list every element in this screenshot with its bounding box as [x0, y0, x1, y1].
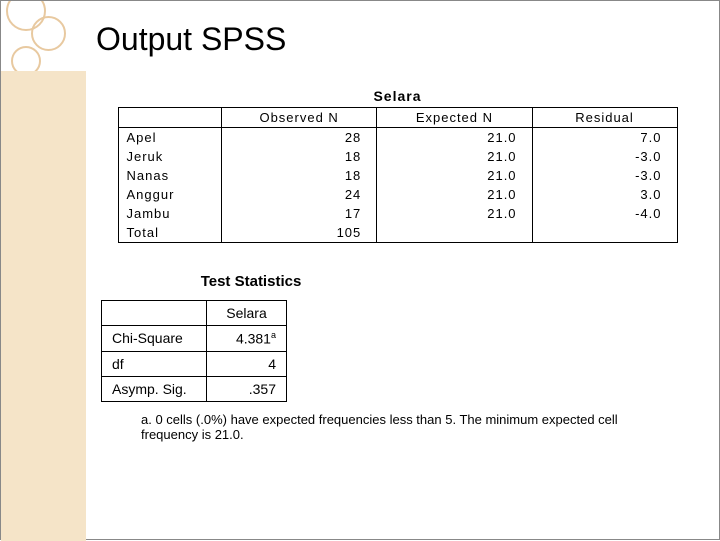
freq-cell: -3.0 [532, 166, 677, 185]
freq-col-header: Residual [532, 108, 677, 128]
test-cell: .357 [207, 376, 287, 401]
freq-row-label: Jeruk [118, 147, 222, 166]
freq-col-header: Expected N [377, 108, 532, 128]
test-col-header: Selara [207, 301, 287, 326]
freq-cell: 28 [222, 128, 377, 148]
freq-cell [532, 223, 677, 243]
test-row-label: df [102, 351, 207, 376]
freq-row-label: Total [118, 223, 222, 243]
freq-row-label: Nanas [118, 166, 222, 185]
test-row-label: Asymp. Sig. [102, 376, 207, 401]
test-corner [102, 301, 207, 326]
freq-col-header [118, 108, 222, 128]
decor-stripe [1, 71, 86, 541]
test-table-title: Test Statistics [101, 273, 401, 290]
freq-row-label: Apel [118, 128, 222, 148]
test-cell: 4 [207, 351, 287, 376]
freq-row-label: Anggur [118, 185, 222, 204]
slide-decoration [1, 1, 101, 541]
freq-cell [377, 223, 532, 243]
freq-cell: 21.0 [377, 204, 532, 223]
test-row-label: Chi-Square [102, 326, 207, 352]
freq-cell: 17 [222, 204, 377, 223]
page-title: Output SPSS [96, 21, 699, 58]
freq-cell: 18 [222, 166, 377, 185]
freq-cell: 21.0 [377, 166, 532, 185]
freq-cell: 24 [222, 185, 377, 204]
freq-cell: 3.0 [532, 185, 677, 204]
freq-cell: 18 [222, 147, 377, 166]
freq-cell: 21.0 [377, 128, 532, 148]
freq-table-title: Selara [96, 88, 699, 104]
test-cell: 4.381a [207, 326, 287, 352]
freq-cell: 21.0 [377, 185, 532, 204]
freq-cell: 105 [222, 223, 377, 243]
test-statistics-table: Selara Chi-Square 4.381a df 4 Asymp. Sig… [101, 300, 287, 402]
decor-circle [31, 16, 66, 51]
footnote: a. 0 cells (.0%) have expected frequenci… [141, 412, 661, 443]
freq-col-header: Observed N [222, 108, 377, 128]
freq-cell: 21.0 [377, 147, 532, 166]
freq-row-label: Jambu [118, 204, 222, 223]
frequency-table: Observed N Expected N Residual Apel 28 2… [118, 107, 678, 243]
freq-cell: 7.0 [532, 128, 677, 148]
freq-cell: -3.0 [532, 147, 677, 166]
freq-cell: -4.0 [532, 204, 677, 223]
